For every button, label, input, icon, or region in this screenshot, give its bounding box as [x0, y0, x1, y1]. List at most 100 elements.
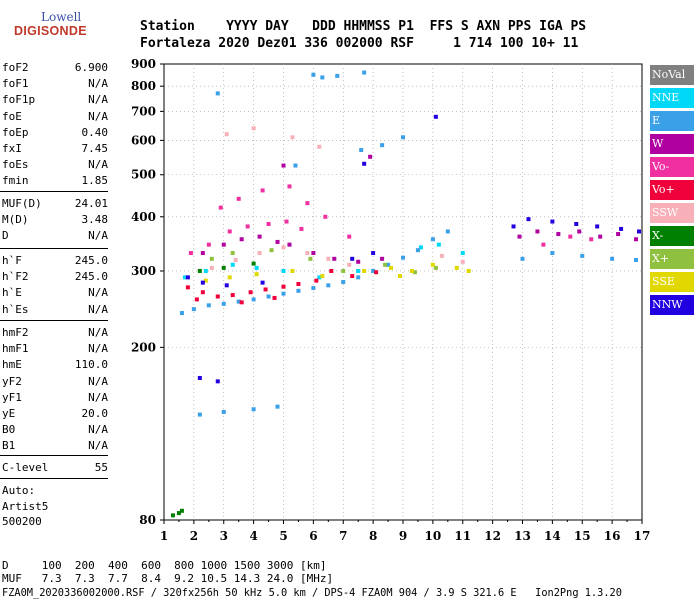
y-tick-label: 500 [131, 168, 156, 182]
header-labels: Station YYYY DAY DDD HHMMSS P1 FFS S AXN… [140, 19, 587, 34]
data-point [191, 307, 196, 312]
data-point [275, 239, 280, 244]
footer-file-info: FZA0M_2020336002000.RSF / 320fx256h 50 k… [2, 587, 622, 599]
data-point [350, 256, 355, 261]
data-point [305, 201, 310, 206]
data-point [296, 281, 301, 286]
param-row: h`F2 245.0 [2, 270, 108, 283]
data-point [251, 261, 256, 266]
data-point [197, 412, 202, 417]
data-point [221, 242, 226, 247]
param-value: 245.0 [74, 254, 108, 267]
data-point [550, 219, 555, 224]
data-point [541, 242, 546, 247]
legend-item: SSE [650, 272, 694, 292]
data-point [589, 237, 594, 242]
data-point [170, 513, 175, 518]
data-point [254, 272, 259, 277]
data-point [284, 219, 289, 224]
data-point [610, 256, 615, 261]
param-name: fmin [2, 174, 29, 188]
data-point [221, 301, 226, 306]
x-tick-label: 8 [369, 529, 377, 543]
data-point [568, 234, 573, 239]
legend-item: Vo+ [650, 180, 694, 200]
param-value: 55 [94, 461, 108, 474]
data-point [430, 262, 435, 267]
data-point [185, 285, 190, 290]
data-point [634, 237, 639, 242]
panel-divider [0, 320, 108, 321]
y-tick-label: 800 [131, 79, 156, 93]
param-row: yF2 N/A [2, 375, 108, 388]
param-name: M(D) [2, 213, 29, 227]
data-point [380, 256, 385, 261]
x-tick-label: 17 [634, 529, 651, 543]
data-point [254, 265, 259, 270]
data-point [520, 256, 525, 261]
data-point [227, 275, 232, 280]
param-name: fxI [2, 142, 22, 155]
data-point [266, 294, 271, 299]
data-point [260, 188, 265, 193]
auto-label: Auto: [2, 484, 36, 497]
param-row: M(D) 3.48 [2, 213, 108, 226]
param-row: foEs N/A [2, 158, 108, 171]
data-point [362, 161, 367, 166]
param-row: fxI 7.45 [2, 142, 108, 155]
data-point [230, 293, 235, 298]
data-point [203, 268, 208, 273]
data-point [287, 184, 292, 189]
data-point [398, 274, 403, 279]
data-point [269, 248, 274, 253]
data-point [454, 265, 459, 270]
data-point [436, 242, 441, 247]
data-point [580, 253, 585, 258]
panel-divider [0, 478, 108, 479]
param-row: hmE 110.0 [2, 358, 108, 371]
param-value: N/A [88, 77, 108, 91]
x-tick-label: 14 [544, 529, 561, 543]
y-tick-label: 200 [131, 340, 156, 354]
legend-item: Vo- [650, 157, 694, 177]
legend-item: W [650, 134, 694, 154]
data-point [224, 132, 229, 137]
param-row: h`F 245.0 [2, 254, 108, 267]
param-name: B0 [2, 423, 16, 437]
param-value: N/A [88, 342, 108, 356]
data-point [433, 265, 438, 270]
legend-item: SSW [650, 203, 694, 223]
data-point [347, 262, 352, 267]
data-point [200, 251, 205, 256]
x-tick-label: 6 [309, 529, 317, 543]
data-point [517, 234, 522, 239]
param-value: 24.01 [74, 197, 108, 210]
data-point [290, 135, 295, 140]
param-name: foF1p [2, 93, 36, 107]
logo-lowell-text: Lowell [41, 10, 82, 24]
data-point [311, 251, 316, 256]
data-point [197, 375, 202, 380]
data-point [287, 242, 292, 247]
data-point [251, 297, 256, 302]
data-point [341, 279, 346, 284]
data-point [335, 73, 340, 78]
data-point [263, 287, 268, 292]
x-tick-label: 10 [425, 529, 442, 543]
data-point [418, 245, 423, 250]
data-point [203, 278, 208, 283]
data-point [314, 278, 319, 283]
data-point [197, 268, 202, 273]
x-tick-label: 12 [484, 529, 501, 543]
data-point [341, 268, 346, 273]
y-tick-label: 80 [139, 513, 156, 527]
data-point [281, 291, 286, 296]
param-row: foF2 6.900 [2, 61, 108, 74]
param-row: C-level 55 [2, 461, 108, 474]
param-value: N/A [88, 326, 108, 339]
data-point [221, 409, 226, 414]
y-tick-label: 300 [131, 264, 156, 278]
data-point [409, 268, 414, 273]
param-row: foE N/A [2, 110, 108, 123]
